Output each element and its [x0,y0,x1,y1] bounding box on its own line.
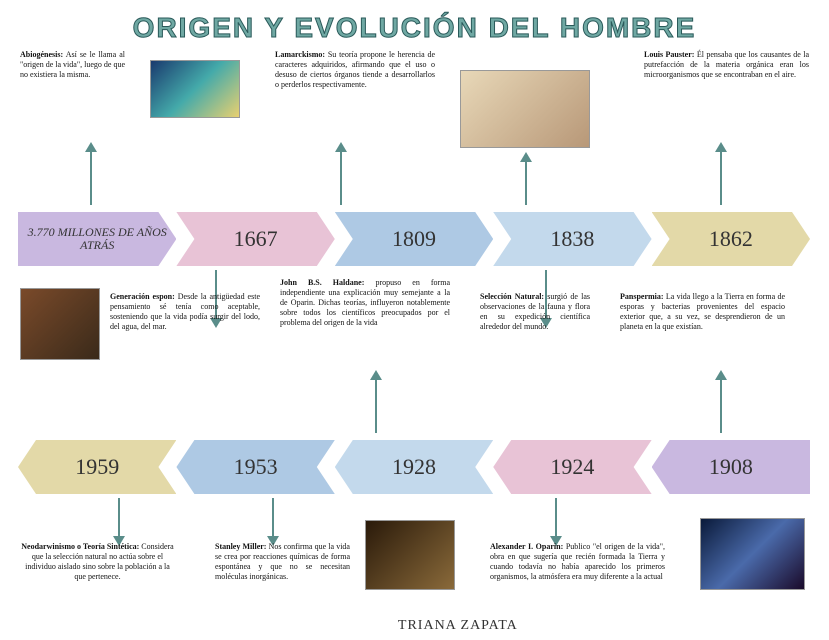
chevron-label: 1908 [705,454,757,480]
arrow-icon [720,150,722,205]
chevron-label: 1838 [546,226,598,252]
bottom-descriptions: Neodarwinismo o Teoría Sintética: Consid… [0,542,829,582]
chevron-label: 1667 [230,226,282,252]
arrow-icon [375,378,377,433]
top-descriptions: Abiogénesis: Así se le llama al "origen … [0,50,829,90]
timeline-chevron: 1809 [335,212,493,266]
chevron-label: 1928 [388,454,440,480]
mid-descriptions: Generación espon: Desde la antigüedad es… [0,292,829,332]
desc-seleccion: Selección Natural: surgió de las observa… [480,292,590,332]
desc-title: John B.S. Haldane: [280,278,364,287]
image-earth-space [150,60,240,118]
timeline-chevron: 1959 [18,440,176,494]
arrow-icon [720,378,722,433]
desc-title: Abiogénesis: [20,50,63,59]
arrow-icon [555,498,557,538]
arrow-icon [118,498,120,538]
chevron-label: 3.770 MILLONES DE AÑOS ATRÁS [18,226,176,252]
arrow-icon [272,498,274,538]
desc-title: Lamarckismo: [275,50,325,59]
desc-generacion: Generación espon: Desde la antigüedad es… [110,292,260,332]
timeline-chevron: 1838 [493,212,651,266]
chevron-label: 1959 [71,454,123,480]
chevron-label: 1809 [388,226,440,252]
arrow-icon [340,150,342,205]
timeline-chevron: 1908 [652,440,810,494]
timeline-chevron: 1667 [176,212,334,266]
desc-pauster: Louis Pauster: Él pensaba que los causan… [644,50,809,90]
page-title: ORIGEN Y EVOLUCIÓN DEL HOMBRE [0,0,829,52]
desc-title: Louis Pauster: [644,50,694,59]
timeline-row-2: 1959 1953 1928 1924 1908 [18,440,810,494]
desc-title: Panspermia: [620,292,664,301]
desc-title: Stanley Miller: [215,542,266,551]
image-origen-hombre [460,70,590,148]
desc-title: Neodarwinismo o Teoría Sintética: [21,542,139,551]
chevron-label: 1924 [546,454,598,480]
desc-panspermia: Panspermia: La vida llego a la Tierra en… [620,292,785,332]
desc-haldane: John B.S. Haldane: propuso en forma inde… [280,278,450,332]
author-credit: TRIANA ZAPATA [398,618,518,634]
timeline-chevron: 1924 [493,440,651,494]
desc-title: Selección Natural: [480,292,544,301]
desc-abiogenesis: Abiogénesis: Así se le llama al "origen … [20,50,125,90]
timeline-chevron: 1953 [176,440,334,494]
timeline-chevron: 1862 [652,212,810,266]
chevron-label: 1953 [230,454,282,480]
desc-neodarwinismo: Neodarwinismo o Teoría Sintética: Consid… [20,542,175,582]
chevron-label: 1862 [705,226,757,252]
arrow-icon [90,150,92,205]
timeline-chevron: 3.770 MILLONES DE AÑOS ATRÁS [18,212,176,266]
desc-title: Alexander I. Oparin: [490,542,563,551]
desc-title: Generación espon: [110,292,175,301]
desc-lamarckismo: Lamarckismo: Su teoría propone le herenc… [275,50,435,90]
arrow-icon [525,160,527,205]
desc-oparin: Alexander I. Oparin: Publico "el origen … [490,542,665,582]
timeline-chevron: 1928 [335,440,493,494]
desc-miller: Stanley Miller: Nos confirma que la vida… [215,542,350,582]
timeline-row-1: 3.770 MILLONES DE AÑOS ATRÁS 1667 1809 1… [18,212,810,266]
